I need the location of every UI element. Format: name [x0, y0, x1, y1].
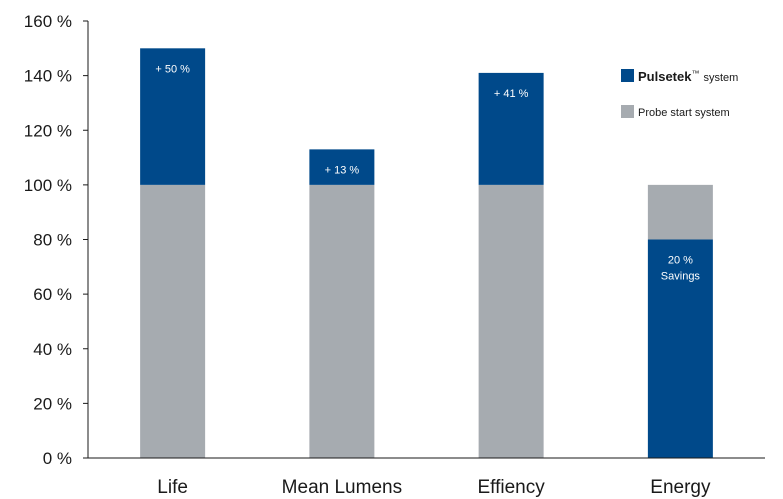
x-tick-label: Life	[157, 477, 188, 498]
y-tick-label: 0 %	[43, 449, 72, 468]
legend-trademark: ™	[691, 69, 699, 78]
data-label: + 41 %	[494, 88, 529, 100]
x-tick-label: Mean Lumens	[282, 477, 402, 498]
legend-swatch-probe-start	[621, 105, 634, 118]
bar-segment	[140, 48, 206, 185]
bar-segment	[140, 184, 206, 458]
x-tick-label: Energy	[650, 477, 711, 498]
legend-brand-suffix: system	[703, 72, 738, 84]
data-label: + 13 %	[325, 164, 360, 176]
data-label: + 50 %	[155, 63, 190, 75]
legend-entry-probe-start: Probe start system	[638, 107, 730, 119]
y-tick-label: 80 %	[33, 231, 72, 250]
data-label: 20 %	[668, 255, 693, 267]
y-tick-label: 120 %	[24, 121, 72, 140]
bar-segment	[647, 239, 713, 458]
legend-entry-pulsetek: Pulsetek™ system	[638, 69, 738, 84]
y-tick-label: 100 %	[24, 176, 72, 195]
bar-labels-group: + 50 % + 13 % + 41 % 20 % Savings	[155, 63, 700, 282]
bar-segment	[647, 184, 713, 240]
bar-segment	[478, 184, 544, 458]
bar-segment	[478, 72, 544, 185]
x-tick-label: Effiency	[478, 477, 546, 498]
bars-group	[140, 48, 713, 458]
y-tick-label: 40 %	[33, 340, 72, 359]
data-label: Savings	[661, 271, 701, 283]
legend: Pulsetek™ system Probe start system	[621, 69, 738, 119]
legend-swatch-pulsetek	[621, 69, 634, 82]
y-tick-label: 160 %	[24, 12, 72, 31]
y-axis: 0 % 20 % 40 % 60 % 80 % 100 % 120 % 140 % 160 %	[24, 12, 89, 468]
x-axis: Life Mean Lumens Effiency Energy	[88, 457, 765, 498]
bar-segment	[309, 184, 375, 458]
bar-segment	[309, 149, 375, 185]
y-tick-label: 60 %	[33, 285, 72, 304]
y-tick-label: 20 %	[33, 394, 72, 413]
y-tick-label: 140 %	[24, 67, 72, 86]
legend-brand: Pulsetek	[638, 69, 692, 84]
